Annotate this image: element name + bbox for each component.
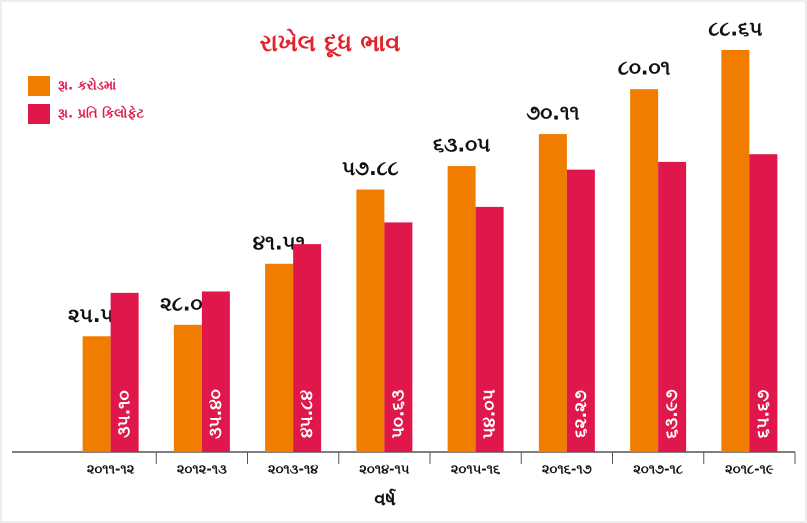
value-label: ૮૮.૬૫ [708, 17, 762, 41]
bar [201, 291, 230, 452]
x-tick-label: ૨૦૧૩-૧૪ [268, 463, 318, 478]
value-label: ૩૫.૪૦ [206, 389, 226, 439]
value-label: ૬૩.૦૫ [433, 133, 490, 157]
legend-label: રૂા. કરોડમાં [58, 77, 116, 94]
x-axis-label: વર્ષ [374, 488, 396, 510]
bar [110, 292, 139, 452]
bar [630, 89, 659, 453]
chart-title: રાખેલ દૂધ ભાવ [260, 28, 401, 58]
x-tick-label: ૨૦૧૬-૧૭ [542, 463, 592, 478]
bar [173, 324, 202, 452]
bar [82, 336, 111, 452]
x-tick-label: ૨૦૧૨-૧૩ [177, 463, 227, 478]
value-label: ૪૫.૮૪ [297, 390, 317, 439]
bar [293, 244, 322, 452]
value-label: ૫૭.૮૮ [342, 156, 399, 180]
bar [447, 166, 476, 452]
x-tick-label: ૨૦૧૮-૧૯ [725, 463, 774, 478]
value-label: ૬૩.૯૭ [662, 389, 682, 438]
bar [658, 161, 687, 452]
value-label: ૬૨.૨૭ [571, 390, 591, 438]
value-label: ૫૦.૬૩ [388, 390, 408, 439]
value-label: ૬૫.૬૭ [753, 390, 773, 439]
legend-swatch [28, 104, 50, 124]
bar [475, 206, 504, 452]
x-tick-label: ૨૦૧૪-૧૫ [359, 463, 410, 478]
bar [356, 189, 385, 452]
bar [538, 134, 567, 452]
value-label: ૫૪.૦૫ [480, 389, 500, 439]
value-label: ૭૦.૧૧ [526, 101, 579, 125]
value-label: ૮૦.૦૧ [618, 56, 671, 80]
x-tick-label: ૨૦૧૭-૧૮ [633, 463, 683, 478]
legend-swatch [28, 76, 50, 96]
bar [721, 50, 750, 452]
x-tick-label: ૨૦૧૫-૧૬ [451, 463, 501, 478]
x-tick-label: ૨૦૧૧-૧૨ [87, 463, 135, 478]
bar [265, 263, 294, 452]
legend-label: રૂા. પ્રતિ કિલોફેટ [58, 104, 145, 121]
bar [749, 154, 778, 453]
bar [384, 222, 413, 452]
bar [566, 169, 595, 452]
value-label: ૩૫.૧૦ [115, 390, 135, 438]
